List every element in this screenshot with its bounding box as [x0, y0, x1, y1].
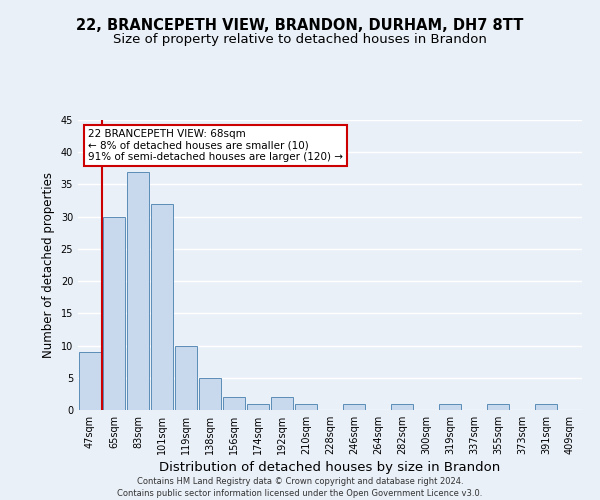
Bar	[79, 352, 101, 410]
Bar	[439, 404, 461, 410]
Bar	[223, 397, 245, 410]
X-axis label: Distribution of detached houses by size in Brandon: Distribution of detached houses by size …	[160, 461, 500, 474]
Y-axis label: Number of detached properties: Number of detached properties	[42, 172, 55, 358]
Bar	[151, 204, 173, 410]
Bar	[127, 172, 149, 410]
Bar	[247, 404, 269, 410]
Text: Contains HM Land Registry data © Crown copyright and database right 2024.: Contains HM Land Registry data © Crown c…	[137, 478, 463, 486]
Bar	[199, 378, 221, 410]
Text: Size of property relative to detached houses in Brandon: Size of property relative to detached ho…	[113, 32, 487, 46]
Bar	[295, 404, 317, 410]
Bar	[103, 216, 125, 410]
Text: 22, BRANCEPETH VIEW, BRANDON, DURHAM, DH7 8TT: 22, BRANCEPETH VIEW, BRANDON, DURHAM, DH…	[76, 18, 524, 32]
Bar	[343, 404, 365, 410]
Bar	[391, 404, 413, 410]
Text: Contains public sector information licensed under the Open Government Licence v3: Contains public sector information licen…	[118, 489, 482, 498]
Text: 22 BRANCEPETH VIEW: 68sqm
← 8% of detached houses are smaller (10)
91% of semi-d: 22 BRANCEPETH VIEW: 68sqm ← 8% of detach…	[88, 128, 343, 162]
Bar	[271, 397, 293, 410]
Bar	[487, 404, 509, 410]
Bar	[175, 346, 197, 410]
Bar	[535, 404, 557, 410]
